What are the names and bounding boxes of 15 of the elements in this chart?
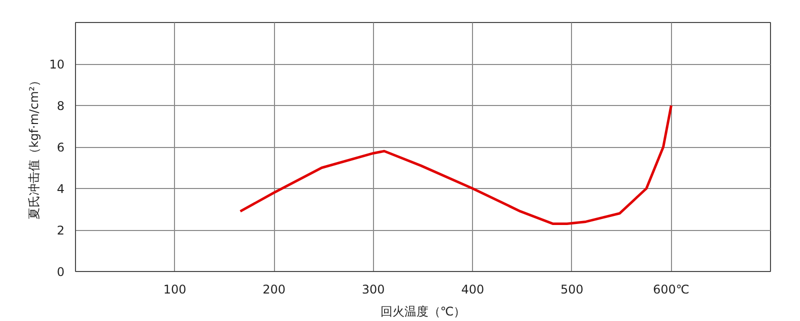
y-tick-label: 8 <box>56 99 65 113</box>
y-axis-title: 夏氏冲击值（kgf·m/cm²） <box>27 74 42 220</box>
x-tick-label: 200 <box>262 282 286 296</box>
x-tick-label: 400 <box>461 282 484 296</box>
line-series <box>239 104 672 226</box>
y-tick-label: 6 <box>56 140 65 154</box>
y-tick-label: 10 <box>49 58 65 72</box>
x-axis-title: 回火温度（℃） <box>380 304 466 318</box>
y-tick-label: 4 <box>56 182 65 196</box>
x-tick-label: 500 <box>560 282 584 296</box>
x-tick-label: 600℃ <box>653 282 690 296</box>
x-tick-label: 100 <box>163 282 186 296</box>
y-tick-label: 2 <box>56 224 65 238</box>
x-tick-label: 300 <box>362 282 385 296</box>
y-tick-label: 0 <box>56 265 65 279</box>
